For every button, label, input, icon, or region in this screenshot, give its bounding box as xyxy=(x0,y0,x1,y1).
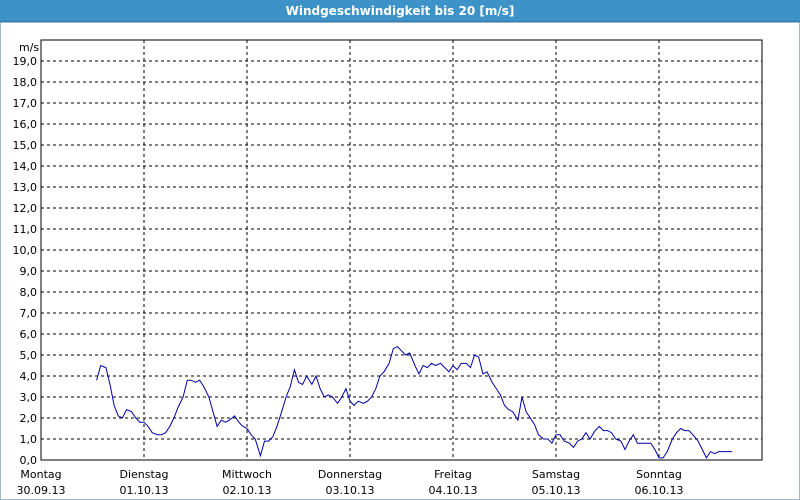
y-tick-label: 1,0 xyxy=(20,433,38,446)
chart-title: Windgeschwindigkeit bis 20 [m/s] xyxy=(285,3,515,18)
x-tick-label-date: 01.10.13 xyxy=(120,484,169,497)
y-tick-label: 5,0 xyxy=(20,349,38,362)
wind-speed-line xyxy=(96,345,733,459)
y-tick-label: 4,0 xyxy=(20,370,38,383)
x-tick-label-date: 02.10.13 xyxy=(223,484,272,497)
y-tick-label: 14,0 xyxy=(13,160,38,173)
x-tick-label-date: 04.10.13 xyxy=(429,484,478,497)
y-tick-label: 17,0 xyxy=(13,97,38,110)
title-bar: Windgeschwindigkeit bis 20 [m/s] xyxy=(0,0,800,22)
y-tick-label: 10,0 xyxy=(13,244,38,257)
y-tick-label: 8,0 xyxy=(20,286,38,299)
y-tick-label: 6,0 xyxy=(20,328,38,341)
x-tick-label-day: Mittwoch xyxy=(222,468,272,481)
y-tick-label: 11,0 xyxy=(13,223,38,236)
x-tick-label-day: Donnerstag xyxy=(318,468,382,481)
y-tick-label: 7,0 xyxy=(20,307,38,320)
x-tick-label-date: 30.09.13 xyxy=(17,484,66,497)
y-axis-unit-label: m/s xyxy=(19,41,39,54)
y-tick-label: 2,0 xyxy=(20,412,38,425)
y-tick-label: 0,0 xyxy=(20,454,38,467)
y-tick-label: 13,0 xyxy=(13,181,38,194)
x-tick-label-day: Sonntag xyxy=(636,468,682,481)
y-tick-label: 15,0 xyxy=(13,139,38,152)
x-tick-labels: Montag 30.09.13 Dienstag 01.10.13 Mittwoch 02… xyxy=(17,468,684,497)
y-tick-label: 18,0 xyxy=(13,76,38,89)
x-tick-label-day: Freitag xyxy=(434,468,472,481)
x-tick-label-day: Montag xyxy=(20,468,61,481)
x-tick-label-day: Dienstag xyxy=(119,468,168,481)
y-tick-label: 9,0 xyxy=(20,265,38,278)
x-tick-label-date: 05.10.13 xyxy=(532,484,581,497)
y-tick-label: 19,0 xyxy=(13,55,38,68)
y-tick-label: 16,0 xyxy=(13,118,38,131)
plot-area-border xyxy=(40,39,763,461)
grid-lines xyxy=(41,40,762,460)
y-tick-label: 3,0 xyxy=(20,391,38,404)
y-tick-label: 12,0 xyxy=(13,202,38,215)
x-tick-label-date: 06.10.13 xyxy=(635,484,684,497)
y-tick-labels: 0,0 1,0 2,0 3,0 4,0 5,0 6,0 7,0 8,0 9,0 10,0 11,0 12… xyxy=(13,55,38,467)
x-tick-label-date: 03.10.13 xyxy=(326,484,375,497)
x-tick-label-day: Samstag xyxy=(532,468,580,481)
